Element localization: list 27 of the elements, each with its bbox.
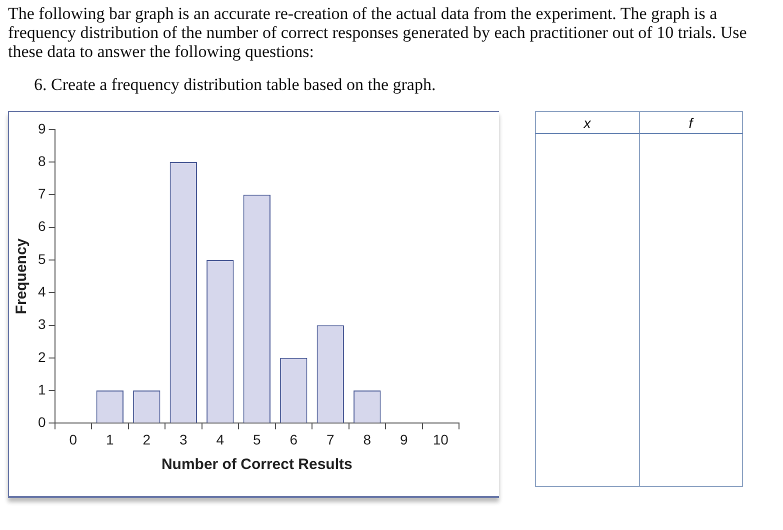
x-tick-label: 1 xyxy=(106,431,114,448)
chart-subtitle: 6. Create a frequency distribution table based on the graph. xyxy=(34,75,437,95)
y-tick-label: 3 xyxy=(38,316,46,332)
x-tick-label: 10 xyxy=(432,431,449,448)
y-tick-label: 4 xyxy=(38,283,46,300)
x-tick-label: 7 xyxy=(326,431,334,448)
x-tick-label: 6 xyxy=(290,431,298,448)
y-axis-title: Frequency xyxy=(13,238,30,314)
y-tick-label: 6 xyxy=(38,218,46,234)
x-axis-title: Number of Correct Results xyxy=(161,456,352,474)
text: x xyxy=(536,112,639,134)
text: f xyxy=(639,112,742,134)
x-tick-label: 2 xyxy=(142,431,151,448)
x-tick-label: 3 xyxy=(180,431,188,448)
y-tick-label: 2 xyxy=(38,348,46,365)
y-tick-label: 1 xyxy=(38,381,46,398)
y-tick-label: 5 xyxy=(38,250,46,267)
x-tick-label: 0 xyxy=(69,431,78,448)
y-tick-label: 0 xyxy=(38,414,46,430)
chart-title: The following bar graph is an accurate re-creation of the actual data from the experiment. The graph is a frequency distribution of the number of correct responses generated by each practitioner out of 10 trials. Use these data to answer the following questions: xyxy=(8,4,748,61)
y-tick-label: 7 xyxy=(38,186,46,202)
y-tick-label: 9 xyxy=(38,120,46,136)
x-tick-label: 5 xyxy=(252,431,261,448)
x-tick-label: 8 xyxy=(363,431,372,448)
x-tick-label: 4 xyxy=(216,431,224,448)
x-tick-label: 9 xyxy=(400,431,408,448)
y-tick-label: 8 xyxy=(38,152,46,169)
